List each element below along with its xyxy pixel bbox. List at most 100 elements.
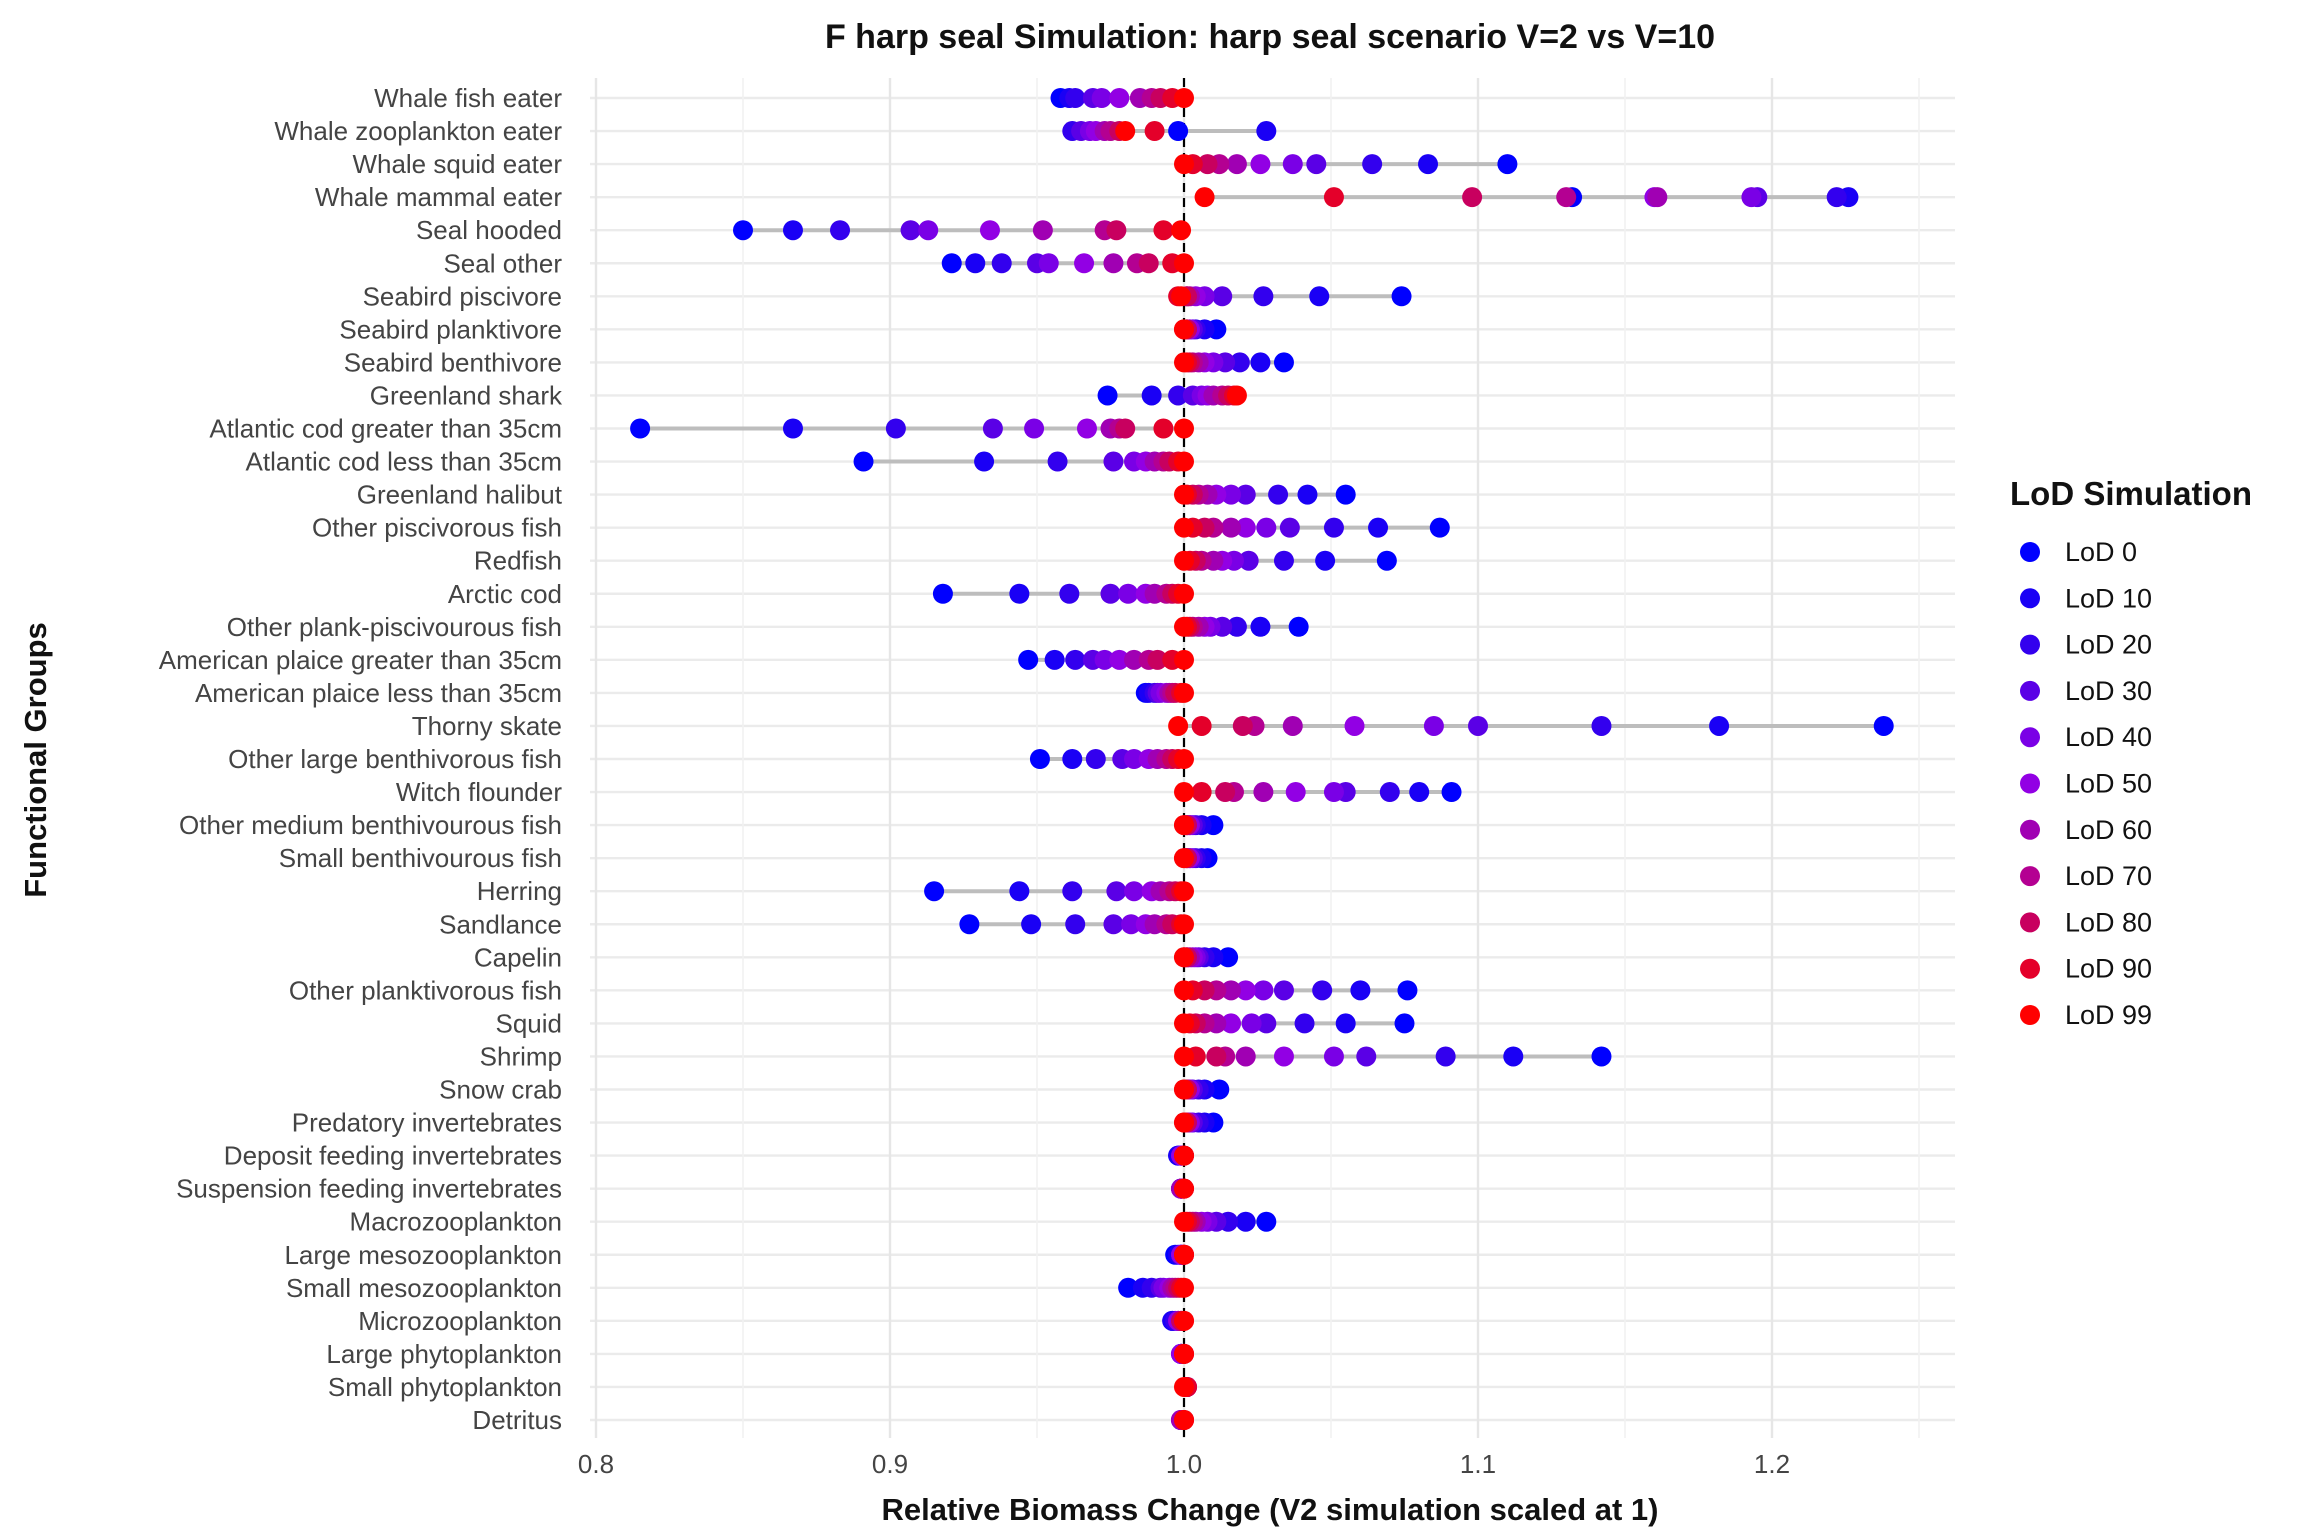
data-point — [1306, 154, 1327, 175]
data-point — [1062, 881, 1083, 902]
data-point — [1174, 881, 1194, 902]
y-tick-label: Suspension feeding invertebrates — [176, 1174, 562, 1204]
y-tick-label: Atlantic cod greater than 35cm — [209, 414, 562, 444]
data-point — [1235, 484, 1256, 505]
data-point — [1174, 1376, 1194, 1397]
data-point — [1174, 682, 1194, 703]
data-point — [1153, 418, 1174, 439]
data-point — [979, 220, 1000, 241]
data-point — [1118, 1277, 1139, 1298]
legend-items: LoD 0 LoD 10 LoD 20 LoD 30 LoD 40 LoD 50 LoD 6… — [2020, 537, 2152, 1030]
data-point — [1256, 517, 1277, 538]
legend-swatch — [2020, 773, 2040, 794]
data-point — [1206, 1046, 1227, 1067]
data-point — [1103, 914, 1124, 935]
data-point — [1235, 1046, 1256, 1067]
y-tick-label: Other plank-piscivourous fish — [227, 612, 562, 642]
data-point — [1174, 1112, 1194, 1133]
data-point — [1062, 749, 1083, 769]
data-point — [1174, 88, 1194, 108]
data-point — [1250, 352, 1271, 373]
data-point — [782, 220, 803, 241]
data-point — [1174, 947, 1194, 968]
data-point — [932, 583, 953, 604]
y-tick-label: Whale zooplankton eater — [274, 116, 562, 146]
data-point — [1094, 649, 1115, 670]
data-point — [1391, 286, 1412, 307]
data-point — [1273, 980, 1294, 1001]
data-point — [918, 220, 939, 241]
data-point — [1335, 484, 1356, 505]
data-point — [1174, 517, 1194, 538]
data-point — [1174, 649, 1194, 670]
data-point — [1032, 220, 1053, 241]
data-point — [1285, 782, 1306, 803]
data-point — [1394, 1013, 1415, 1034]
data-point — [1297, 484, 1318, 505]
data-point — [1106, 220, 1127, 241]
legend-swatch — [2020, 958, 2040, 979]
x-tick-label: 0.9 — [872, 1449, 908, 1479]
data-point — [1235, 1211, 1256, 1232]
data-point — [965, 253, 986, 274]
data-point — [1121, 914, 1142, 935]
data-point — [1097, 385, 1118, 406]
data-point — [1362, 154, 1383, 175]
y-tick-label: Thorny skate — [412, 711, 562, 741]
data-point — [1174, 583, 1194, 604]
data-point — [1215, 782, 1236, 803]
data-point — [1221, 980, 1242, 1001]
data-point — [1556, 187, 1577, 208]
legend-swatch — [2020, 819, 2040, 840]
legend-label: LoD 0 — [2065, 537, 2137, 567]
y-tick-label: Other planktivorous fish — [289, 975, 562, 1005]
data-point — [1315, 550, 1336, 571]
data-point — [1191, 782, 1212, 803]
data-point — [1109, 88, 1130, 108]
data-point — [1218, 947, 1239, 968]
y-tick-label: Seabird piscivore — [363, 281, 562, 311]
y-tick-label: Seal other — [443, 248, 562, 278]
y-tick-label: Whale squid eater — [352, 149, 562, 179]
data-point — [830, 220, 851, 241]
data-point — [1250, 616, 1271, 637]
data-point — [1288, 616, 1309, 637]
data-point — [1174, 154, 1194, 175]
legend-label: LoD 40 — [2065, 722, 2152, 752]
data-point — [1647, 187, 1668, 208]
data-point — [1741, 187, 1762, 208]
data-point — [1409, 782, 1430, 803]
legend-swatch — [2020, 634, 2040, 655]
data-point — [1174, 1343, 1194, 1364]
legend-label: LoD 60 — [2065, 815, 2152, 845]
data-point — [1009, 881, 1030, 902]
data-points — [630, 88, 1894, 1430]
data-point — [1273, 1046, 1294, 1067]
data-point — [1294, 1013, 1315, 1034]
x-tick-label: 1.2 — [1754, 1449, 1790, 1479]
data-point — [1282, 715, 1303, 736]
y-tick-label: Small mesozooplankton — [286, 1273, 562, 1303]
data-point — [1226, 385, 1247, 406]
y-tick-label: Whale fish eater — [374, 83, 562, 113]
y-tick-label: Squid — [496, 1008, 563, 1038]
data-point — [1212, 286, 1233, 307]
y-tick-label: Small phytoplankton — [328, 1372, 562, 1402]
data-point — [630, 418, 651, 439]
data-point — [1065, 88, 1086, 108]
data-point — [1174, 815, 1194, 836]
data-point — [1232, 715, 1253, 736]
legend-swatch — [2020, 727, 2040, 748]
data-point — [1241, 1013, 1262, 1034]
legend-label: LoD 80 — [2065, 907, 2152, 937]
y-tick-label: American plaice greater than 35cm — [159, 645, 562, 675]
data-point — [991, 253, 1012, 274]
data-point — [1221, 484, 1242, 505]
data-point — [1047, 451, 1068, 472]
legend-title: LoD Simulation — [2010, 475, 2252, 512]
data-point — [1591, 1046, 1612, 1067]
data-point — [1153, 220, 1174, 241]
data-point — [1191, 715, 1212, 736]
data-point — [1268, 484, 1289, 505]
